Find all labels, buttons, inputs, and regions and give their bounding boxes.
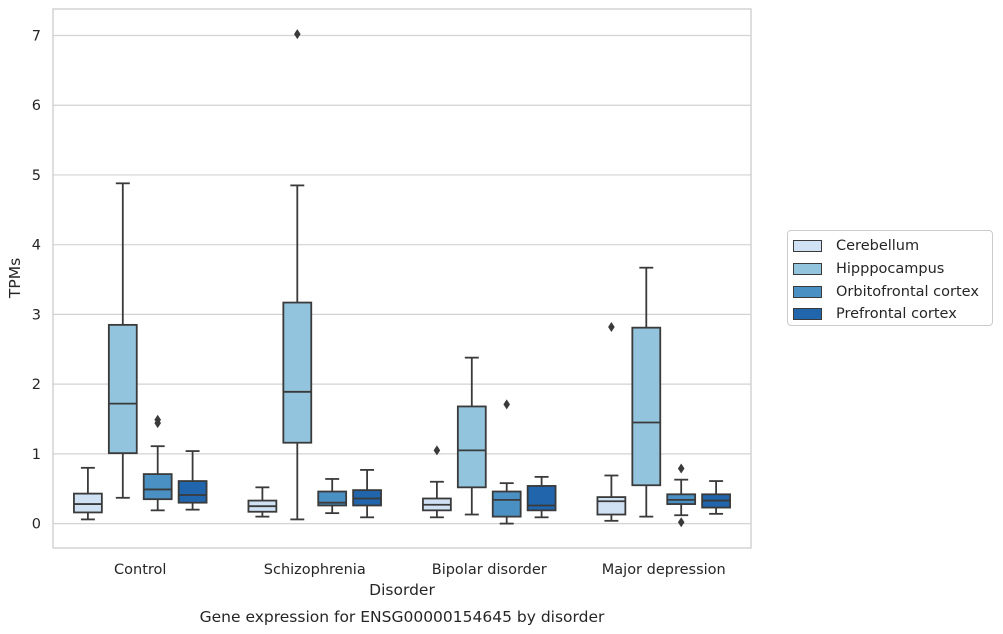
box-hipppocampus-bipolar-disorder bbox=[456, 356, 487, 516]
box-hipppocampus-bipolar-disorder-iqr-box bbox=[456, 405, 487, 489]
box-hipppocampus-schizophrenia-iqr-box bbox=[282, 301, 313, 444]
box-prefrontal-cortex-control-iqr-box bbox=[177, 480, 208, 504]
box-cerebellum-major-depression-iqr-box bbox=[596, 496, 627, 516]
figure-caption: Gene expression for ENSG00000154645 by d… bbox=[200, 608, 605, 626]
box-orbitofrontal-cortex-bipolar-disorder bbox=[491, 399, 522, 525]
box-cerebellum-major-depression-outlier-0 bbox=[608, 321, 615, 332]
x-tick-label-control: Control bbox=[114, 562, 166, 578]
box-orbitofrontal-cortex-control bbox=[142, 414, 173, 512]
box-orbitofrontal-cortex-major-depression bbox=[666, 463, 697, 528]
legend-item-hippocampus: Hipppocampus bbox=[793, 258, 992, 281]
legend-label-prefrontal-cortex: Prefrontal cortex bbox=[836, 306, 957, 323]
x-axis-label: Disorder bbox=[369, 581, 435, 599]
box-cerebellum-control-iqr-box bbox=[73, 492, 103, 514]
y-tick-label-5: 5 bbox=[32, 168, 41, 184]
legend-swatch-prefrontal-cortex bbox=[793, 308, 822, 321]
y-tick-label-3: 3 bbox=[32, 307, 41, 323]
box-prefrontal-cortex-schizophrenia bbox=[352, 469, 382, 519]
y-tick-label-7: 7 bbox=[32, 28, 41, 44]
box-orbitofrontal-cortex-bipolar-disorder-iqr-box bbox=[491, 490, 522, 518]
legend-swatch-orbitofrontal-cortex bbox=[793, 285, 822, 298]
box-cerebellum-control bbox=[73, 466, 103, 521]
box-cerebellum-bipolar-disorder-outlier-0 bbox=[433, 445, 441, 456]
box-orbitofrontal-cortex-control-outlier-1 bbox=[154, 414, 161, 425]
box-prefrontal-cortex-bipolar-disorder bbox=[526, 475, 557, 519]
y-tick-label-2: 2 bbox=[32, 377, 41, 393]
y-tick-label-6: 6 bbox=[32, 98, 41, 114]
box-orbitofrontal-cortex-bipolar-disorder-outlier-0 bbox=[503, 399, 510, 410]
legend-label-orbitofrontal-cortex: Orbitofrontal cortex bbox=[836, 283, 979, 300]
plot-area-frame bbox=[52, 8, 752, 549]
box-prefrontal-cortex-control bbox=[177, 450, 208, 511]
box-orbitofrontal-cortex-major-depression-outlier-0 bbox=[677, 463, 685, 474]
box-hipppocampus-major-depression bbox=[631, 266, 662, 518]
box-cerebellum-schizophrenia bbox=[247, 486, 278, 518]
x-tick-labels: Control Schizophrenia Bipolar disorder Majo… bbox=[114, 562, 726, 578]
box-orbitofrontal-cortex-major-depression-outlier-1 bbox=[677, 517, 685, 528]
box-hipppocampus-major-depression-iqr-box bbox=[631, 326, 662, 487]
box-orbitofrontal-cortex-control-iqr-box bbox=[142, 473, 173, 501]
legend-swatch-cerebellum bbox=[793, 240, 822, 253]
legend-label-cerebellum: Cerebellum bbox=[836, 238, 920, 255]
x-tick-label-major-depression: Major depression bbox=[602, 562, 726, 578]
box-hipppocampus-control-iqr-box bbox=[107, 323, 138, 455]
box-hipppocampus-schizophrenia bbox=[282, 29, 313, 521]
box-prefrontal-cortex-bipolar-disorder-iqr-box bbox=[526, 485, 557, 512]
y-tick-label-1: 1 bbox=[32, 447, 41, 463]
legend-item-cerebellum: Cerebellum bbox=[793, 235, 992, 258]
y-axis-label: TPMs bbox=[6, 258, 24, 299]
y-tick-label-0: 0 bbox=[32, 517, 41, 533]
x-tick-label-bipolar-disorder: Bipolar disorder bbox=[432, 562, 547, 578]
boxes bbox=[73, 29, 731, 528]
box-hipppocampus-schizophrenia-outlier-0 bbox=[294, 29, 301, 40]
box-orbitofrontal-cortex-schizophrenia bbox=[317, 478, 348, 515]
legend-item-prefrontal-cortex: Prefrontal cortex bbox=[793, 303, 992, 326]
legend: Cerebellum Hipppocampus Orbitofrontal co… bbox=[787, 230, 993, 326]
legend-item-orbitofrontal-cortex: Orbitofrontal cortex bbox=[793, 280, 992, 303]
box-hipppocampus-control bbox=[107, 182, 138, 499]
box-cerebellum-major-depression bbox=[596, 321, 627, 522]
box-cerebellum-bipolar-disorder bbox=[422, 445, 452, 519]
box-prefrontal-cortex-major-depression bbox=[701, 480, 731, 515]
legend-swatch-hippocampus bbox=[793, 263, 822, 276]
gridlines bbox=[53, 34, 751, 525]
legend-label-hippocampus: Hipppocampus bbox=[836, 261, 945, 278]
x-tick-label-schizophrenia: Schizophrenia bbox=[264, 562, 366, 578]
y-tick-label-4: 4 bbox=[32, 238, 41, 254]
y-tick-labels: 0 1 2 3 4 5 6 7 bbox=[32, 28, 41, 532]
